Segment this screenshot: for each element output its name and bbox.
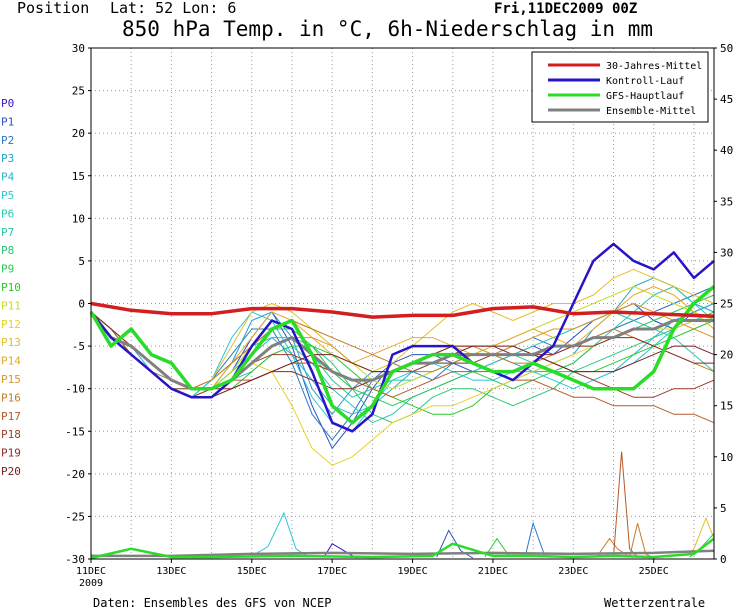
y-right-tick-label: 0	[720, 553, 727, 566]
legend-label: Kontroll-Lauf	[606, 76, 684, 87]
y-right-tick-label: 45	[720, 93, 733, 106]
x-tick-label: 25DEC	[639, 566, 669, 577]
x-tick-label: 15DEC	[237, 566, 267, 577]
member-label: P10	[1, 281, 21, 294]
series-line-1	[90, 242, 715, 433]
member-line-p13	[90, 268, 715, 390]
legend-label: 30-Jahres-Mittel	[606, 61, 702, 72]
x-tick-label: 21DEC	[478, 566, 508, 577]
member-line-p5	[90, 286, 715, 432]
ensemble-mean-precip-line	[91, 549, 715, 558]
position-label: Position	[17, 0, 89, 17]
precip-lines	[90, 451, 715, 560]
x-tick-label: 23DEC	[558, 566, 588, 577]
y-right-tick-label: 15	[720, 400, 733, 413]
member-label: P0	[1, 97, 14, 110]
y-left-tick-label: 15	[72, 170, 85, 183]
legend: 30-Jahres-Mittel Kontroll-Lauf GFS-Hauptla…	[531, 51, 709, 123]
main-lines	[89, 242, 716, 433]
x-tick-label: 19DEC	[397, 566, 427, 577]
y-right-tick-label: 35	[720, 195, 733, 208]
chart-title: 850 hPa Temp. in °C, 6h-Niederschlag in …	[122, 17, 653, 41]
precip-line	[251, 511, 309, 558]
member-label: P9	[1, 263, 14, 276]
y-right-tick-label: 5	[720, 502, 727, 515]
precip-line	[613, 451, 638, 558]
x-year-label: 2009	[79, 578, 103, 589]
member-label: P1	[1, 115, 14, 128]
y-left-tick-label: -25	[65, 510, 85, 523]
brand-credit: Wetterzentrale	[604, 596, 705, 610]
series-line-2	[89, 285, 716, 425]
y-right-tick-label: 20	[720, 349, 733, 362]
member-label: P5	[1, 189, 14, 202]
x-tick-label: 13DEC	[156, 566, 186, 577]
member-label: P15	[1, 373, 21, 386]
member-lines	[90, 243, 715, 466]
plot-frame	[90, 47, 715, 560]
legend-label: Ensemble-Mittel	[606, 106, 696, 117]
y-left-tick-label: -20	[65, 468, 85, 481]
y-right-tick-label: 30	[720, 246, 733, 259]
source-credit: Daten: Ensembles des GFS von NCEP	[93, 596, 331, 610]
gfs-precip-line	[90, 537, 715, 560]
y-left-tick-label: 0	[78, 298, 85, 311]
member-label: P2	[1, 134, 14, 147]
y-right-tick-label: 40	[720, 144, 733, 157]
member-label: P14	[1, 355, 21, 368]
y-left-tick-label: 5	[78, 255, 85, 268]
y-left-tick-label: 25	[72, 85, 85, 98]
precip-line	[524, 521, 546, 558]
member-label: P20	[1, 465, 21, 478]
series-line-0	[90, 301, 715, 319]
y-left-tick-label: -30	[65, 553, 85, 566]
precip-line	[484, 537, 510, 558]
lat-lon: Lat: 52 Lon: 6	[110, 0, 236, 17]
member-label: P17	[1, 410, 21, 423]
member-label: P4	[1, 171, 15, 184]
member-label: P12	[1, 318, 21, 331]
member-labels: P0 P1 P2 P3 P4 P5 P6 P7 P8 P9 P10 P11 P12 P13 P14 P15 P1…	[1, 97, 21, 478]
member-label: P16	[1, 391, 21, 404]
y-right-tick-label: 10	[720, 451, 733, 464]
member-label: P8	[1, 244, 14, 257]
y-left-tick-label: 10	[72, 212, 85, 225]
y-left-tick-label: 30	[72, 42, 85, 55]
member-label: P11	[1, 299, 21, 312]
member-label: P6	[1, 207, 14, 220]
x-tick-label: 11DEC	[76, 566, 106, 577]
x-tick-label: 17DEC	[317, 566, 347, 577]
member-label: P19	[1, 447, 21, 460]
precip-line	[323, 543, 357, 559]
y-left-tick-label: -10	[65, 383, 85, 396]
member-label: P18	[1, 428, 21, 441]
legend-label: GFS-Hauptlauf	[606, 91, 684, 102]
member-label: P7	[1, 226, 14, 239]
y-left-tick-label: -15	[65, 425, 85, 438]
x-axis: 11DEC 13DEC 15DEC 17DEC 19DEC 21DEC 23DEC 25DEC…	[76, 559, 669, 589]
y-left-tick-label: 20	[72, 127, 85, 140]
member-label: P3	[1, 152, 14, 165]
y-left-tick-label: -5	[72, 340, 85, 353]
member-label: P13	[1, 336, 21, 349]
member-line-p10	[90, 311, 715, 415]
y-right-tick-label: 50	[720, 42, 733, 55]
y-axis-left: 30 25 20 15 10 5 0 -5 -10 -15 -20 -25 -30	[65, 42, 91, 566]
y-right-tick-label: 25	[720, 298, 733, 311]
run-datetime: Fri,11DEC2009 00Z	[494, 1, 637, 17]
